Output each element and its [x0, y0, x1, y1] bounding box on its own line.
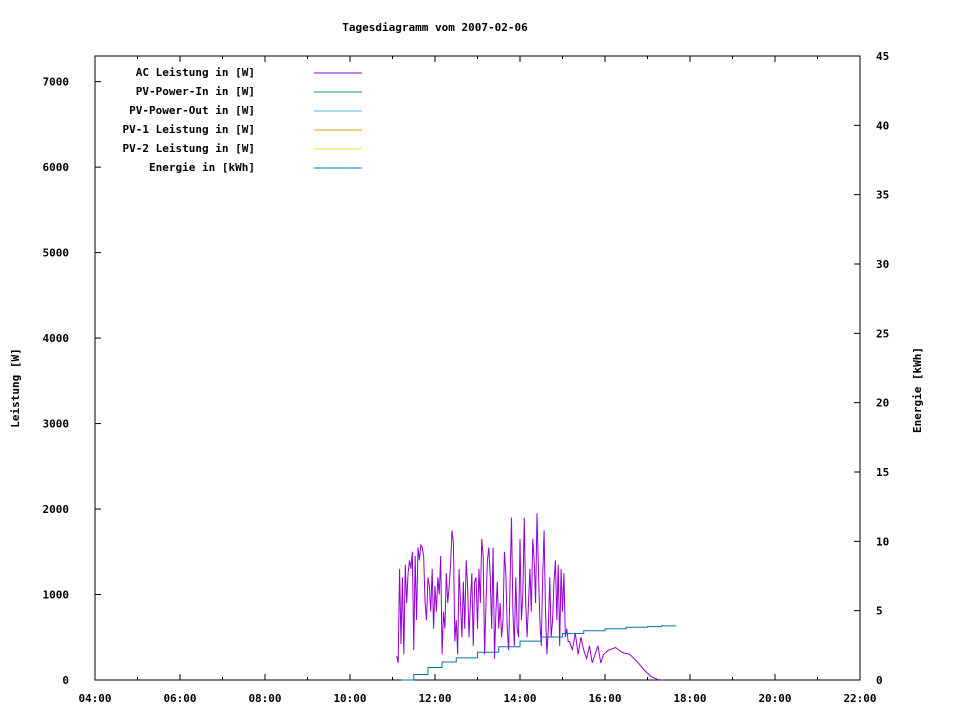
y2-tick-label: 30: [876, 258, 889, 271]
y-axis-left-ticks: 0 1000 2000 3000 4000 5000 6000 7000: [43, 76, 101, 687]
y2-tick-label: 5: [876, 605, 883, 618]
x-tick-label: 20:00: [758, 692, 791, 705]
y2-tick-label: 0: [876, 674, 883, 687]
legend-label: PV-2 Leistung in [W]: [123, 142, 255, 155]
x-tick-label: 08:00: [248, 692, 281, 705]
y2-tick-label: 15: [876, 466, 889, 479]
y-tick-label: 0: [62, 674, 69, 687]
y2-tick-label: 10: [876, 535, 889, 548]
y-axis-right-label: Energie [kWh]: [911, 347, 924, 433]
x-tick-label: 12:00: [418, 692, 451, 705]
x-tick-label: 22:00: [843, 692, 876, 705]
y-tick-label: 1000: [43, 589, 70, 602]
legend-label: Energie in [kWh]: [149, 161, 255, 174]
y-tick-label: 5000: [43, 247, 70, 260]
y-tick-label: 6000: [43, 161, 70, 174]
y-axis-left-label: Leistung [W]: [9, 348, 22, 427]
x-axis-ticks: 04:00 06:00 08:00 10:00 12:00 14:00 16:00 18:00…: [78, 56, 877, 705]
x-tick-label: 10:00: [333, 692, 366, 705]
legend-label: PV-Power-In in [W]: [136, 85, 255, 98]
y-tick-label: 3000: [43, 418, 70, 431]
x-tick-label: 18:00: [673, 692, 706, 705]
y-tick-label: 2000: [43, 503, 70, 516]
y2-tick-label: 20: [876, 397, 889, 410]
legend-label: PV-Power-Out in [W]: [129, 104, 255, 117]
legend-label: PV-1 Leistung in [W]: [123, 123, 255, 136]
y-tick-label: 4000: [43, 332, 70, 345]
series-group: [396, 513, 676, 681]
y2-tick-label: 40: [876, 119, 889, 132]
series-line-1: [401, 625, 676, 681]
y2-tick-label: 25: [876, 327, 889, 340]
y2-tick-label: 45: [876, 50, 889, 63]
legend-label: AC Leistung in [W]: [136, 66, 255, 79]
y2-tick-label: 35: [876, 189, 889, 202]
legend: AC Leistung in [W] PV-Power-In in [W] PV-P…: [123, 66, 362, 174]
x-tick-label: 14:00: [503, 692, 536, 705]
y-tick-label: 7000: [43, 76, 70, 89]
chart-title: Tagesdiagramm vom 2007-02-06: [342, 21, 528, 34]
x-tick-label: 04:00: [78, 692, 111, 705]
series-line-0: [396, 513, 664, 681]
y-axis-right-ticks: 0 5 10 15 20 25 30 35 40 45: [854, 50, 889, 687]
x-tick-label: 06:00: [163, 692, 196, 705]
x-tick-label: 16:00: [588, 692, 621, 705]
